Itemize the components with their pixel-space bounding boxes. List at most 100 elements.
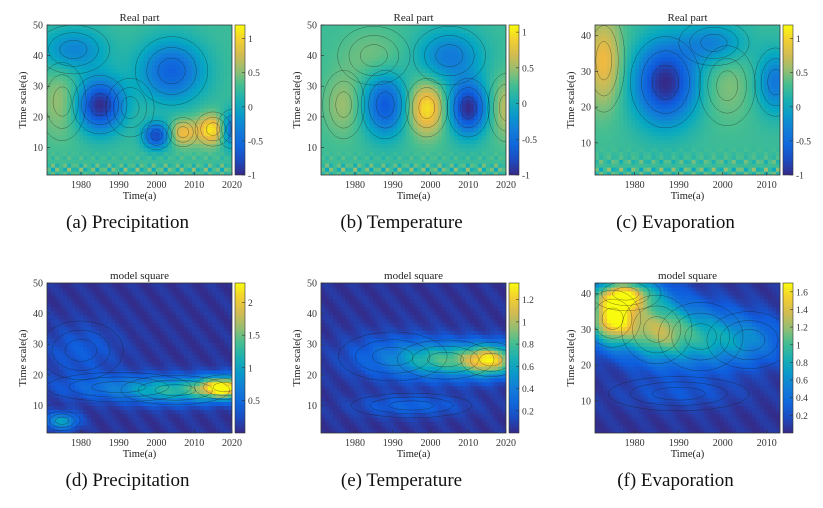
heatmap-cell <box>333 116 338 121</box>
heatmap-cell <box>607 84 612 89</box>
heatmap-cell <box>200 41 205 46</box>
heatmap-cell <box>683 49 688 54</box>
heatmap-cell <box>696 57 701 62</box>
heatmap-cell <box>663 57 668 62</box>
heatmap-cell <box>79 88 84 93</box>
heatmap-cell <box>635 132 640 137</box>
heatmap-cell <box>643 147 648 152</box>
heatmap-cell <box>216 159 221 164</box>
heatmap-cell <box>458 143 463 148</box>
heatmap-cell <box>490 45 495 50</box>
heatmap-cell <box>192 68 197 73</box>
heatmap-cell <box>75 41 80 46</box>
heatmap-cell <box>498 80 503 85</box>
heatmap-cell <box>603 57 608 62</box>
heatmap-cell <box>188 159 193 164</box>
heatmap-cell <box>184 57 189 62</box>
heatmap-cell <box>486 49 491 54</box>
heatmap-cell <box>401 139 406 144</box>
heatmap-cell <box>321 100 326 105</box>
heatmap-cell <box>156 116 161 121</box>
heatmap-cell <box>208 72 213 77</box>
heatmap-cell <box>321 139 326 144</box>
heatmap-cell <box>716 128 721 133</box>
heatmap-cell <box>345 163 350 168</box>
heatmap-cell <box>607 143 612 148</box>
heatmap-cell <box>627 25 632 30</box>
heatmap-cell <box>438 29 443 34</box>
heatmap-cell <box>103 29 108 34</box>
heatmap-cell <box>430 143 435 148</box>
heatmap-cell <box>200 100 205 105</box>
heatmap-cell <box>414 159 419 164</box>
heatmap-cell <box>482 37 487 42</box>
heatmap-cell <box>692 100 697 105</box>
heatmap-cell <box>99 159 104 164</box>
heatmap-cell <box>466 92 471 97</box>
heatmap-cell <box>365 100 370 105</box>
heatmap-cell <box>131 120 136 125</box>
heatmap-cell <box>486 45 491 50</box>
heatmap-cell <box>704 100 709 105</box>
heatmap-cell <box>329 68 334 73</box>
heatmap-cell <box>337 151 342 156</box>
heatmap-cell <box>47 25 52 30</box>
heatmap-cell <box>321 80 326 85</box>
heatmap-cell <box>627 33 632 38</box>
heatmap-cell <box>494 45 499 50</box>
heatmap-cell <box>450 57 455 62</box>
heatmap-cell <box>357 76 362 81</box>
heatmap-cell <box>148 104 153 109</box>
heatmap-cell <box>168 96 173 101</box>
heatmap-cell <box>99 25 104 30</box>
heatmap-cell <box>679 64 684 69</box>
heatmap-cell <box>716 104 721 109</box>
heatmap-cell <box>595 84 600 89</box>
heatmap-cell <box>607 151 612 156</box>
heatmap-cell <box>462 41 467 46</box>
heatmap-cell <box>83 139 88 144</box>
heatmap-cell <box>667 88 672 93</box>
heatmap-cell <box>720 124 725 129</box>
heatmap-cell <box>458 167 463 172</box>
heatmap-cell <box>683 151 688 156</box>
heatmap-cell <box>220 96 225 101</box>
heatmap-cell <box>595 136 600 141</box>
heatmap-cell <box>671 57 676 62</box>
heatmap-cell <box>704 53 709 58</box>
heatmap-cell <box>720 88 725 93</box>
heatmap-cell <box>184 167 189 172</box>
heatmap-cell <box>144 136 149 141</box>
heatmap-cell <box>216 45 221 50</box>
heatmap-cell <box>333 92 338 97</box>
heatmap-cell <box>204 76 209 81</box>
heatmap-cell <box>736 147 741 152</box>
heatmap-cell <box>47 108 52 113</box>
heatmap-cell <box>389 25 394 30</box>
heatmap-cell <box>736 128 741 133</box>
heatmap-cell <box>700 167 705 172</box>
heatmap-cell <box>51 132 56 137</box>
heatmap-cell <box>458 155 463 160</box>
heatmap-cell <box>446 147 451 152</box>
heatmap-cell <box>627 147 632 152</box>
heatmap-cell <box>47 104 52 109</box>
heatmap-cell <box>651 167 656 172</box>
heatmap-cell <box>397 25 402 30</box>
heatmap-cell <box>59 25 64 30</box>
heatmap-cell <box>377 88 382 93</box>
heatmap-cell <box>651 155 656 160</box>
heatmap-cell <box>631 108 636 113</box>
heatmap-cell <box>353 108 358 113</box>
heatmap-cell <box>172 155 177 160</box>
heatmap-cell <box>615 100 620 105</box>
heatmap-cell <box>643 139 648 144</box>
heatmap-cell <box>712 45 717 50</box>
heatmap-cell <box>454 124 459 129</box>
heatmap-cell <box>659 96 664 101</box>
heatmap-cell <box>716 53 721 58</box>
heatmap-cell <box>115 72 120 77</box>
heatmap-cell <box>176 61 181 66</box>
heatmap-cell <box>474 92 479 97</box>
heatmap-cell <box>466 25 471 30</box>
